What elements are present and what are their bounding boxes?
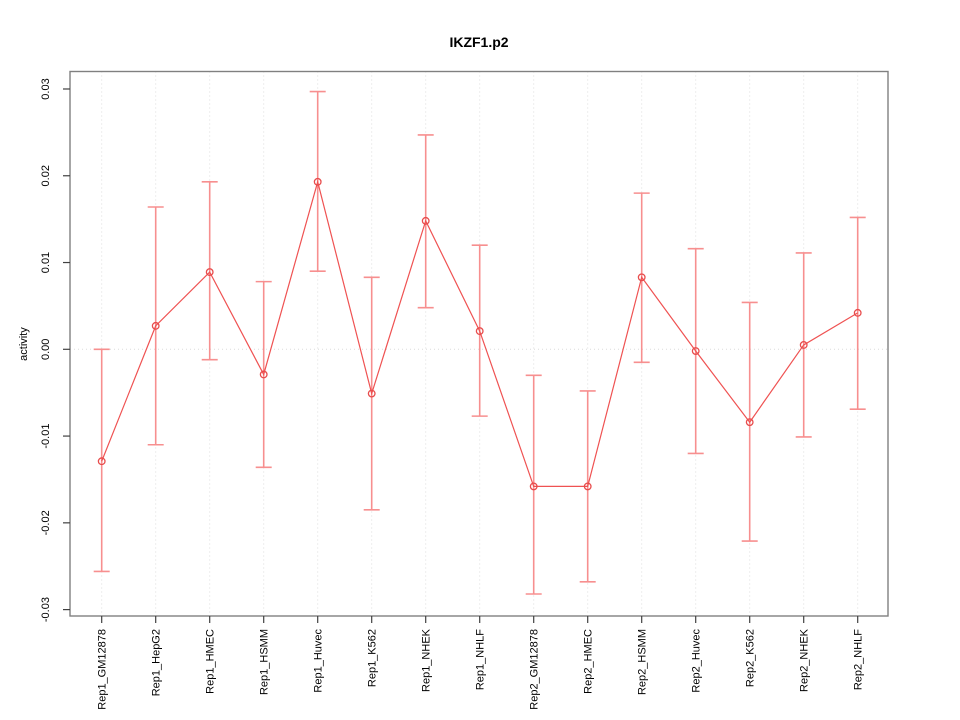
data-point: [475, 327, 484, 336]
data-point: [205, 268, 214, 277]
x-tick-label: Rep2_NHLF: [853, 629, 865, 690]
y-tick-label: -0.03: [40, 597, 52, 622]
data-point: [367, 389, 376, 398]
y-tick-label: -0.01: [40, 424, 52, 449]
x-tick-label: Rep1_NHLF: [475, 629, 487, 690]
data-point: [151, 321, 160, 330]
plot-border: [69, 70, 889, 617]
data-series: [93, 90, 866, 595]
y-axis-title: activity: [18, 327, 30, 361]
data-point: [313, 177, 322, 186]
x-tick-label: Rep2_HMEC: [583, 629, 595, 694]
x-tick-label: Rep2_K562: [745, 629, 757, 687]
x-axis-labels: Rep1_GM12878 Rep1_HepG2 Rep1_HMEC Rep1_HSMM…: [97, 628, 865, 709]
y-tick-label: 0.00: [40, 339, 52, 360]
series-line: [101, 179, 859, 487]
x-tick-label: Rep2_HSMM: [637, 629, 649, 695]
y-axis-labels: 0.03 0.02 0.01 0.00 -0.01 -0.02 -0.03: [40, 78, 52, 622]
x-tick-label: Rep1_NHEK: [421, 628, 433, 692]
y-tick-label: 0.03: [40, 78, 52, 99]
y-tick-label: 0.02: [40, 165, 52, 186]
y-tick-label: 0.01: [40, 252, 52, 273]
data-point: [421, 216, 430, 225]
data-point: [97, 457, 106, 466]
x-tick-label: Rep2_NHEK: [799, 628, 811, 692]
data-point: [853, 308, 862, 317]
x-tick-label: Rep2_GM12878: [529, 629, 541, 710]
x-tick-label: Rep1_K562: [367, 629, 379, 687]
x-tick-label: Rep1_GM12878: [97, 629, 109, 710]
data-point: [259, 370, 268, 379]
chart-title: IKZF1.p2: [449, 34, 508, 50]
data-point: [637, 273, 646, 282]
x-tick-label: Rep2_Huvec: [691, 629, 703, 693]
x-tick-label: Rep1_HepG2: [151, 629, 163, 696]
x-tick-label: Rep1_HMEC: [205, 629, 217, 694]
axis-ticks: [63, 88, 859, 623]
data-point: [691, 347, 700, 355]
data-point: [529, 482, 538, 491]
x-tick-label: Rep1_HSMM: [259, 629, 271, 695]
data-point: [745, 418, 754, 427]
y-tick-label: -0.02: [40, 510, 52, 535]
x-tick-label: Rep1_Huvec: [313, 629, 325, 693]
data-point: [583, 482, 592, 491]
data-point: [799, 341, 808, 349]
